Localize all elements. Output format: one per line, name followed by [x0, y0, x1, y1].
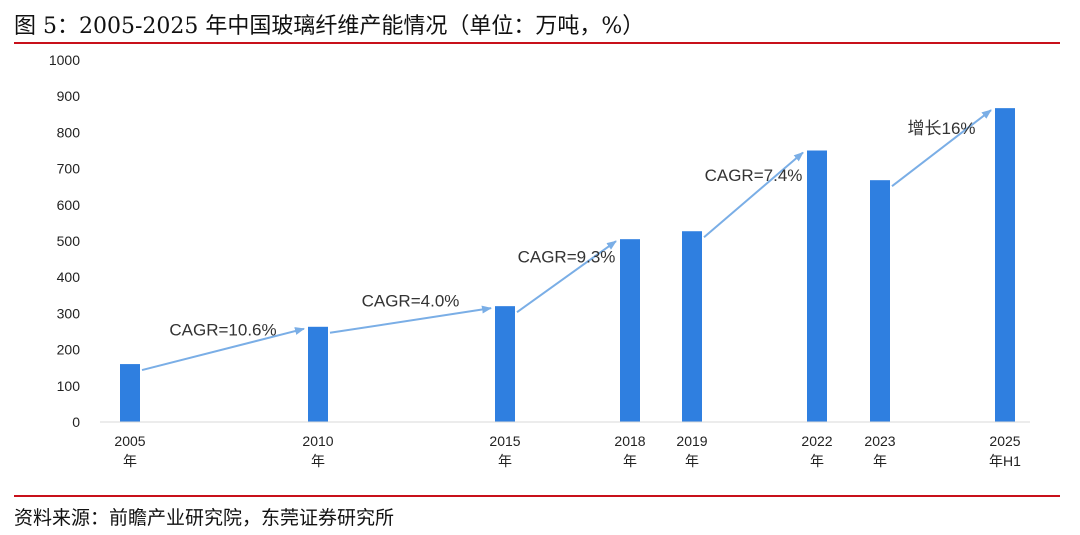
bar [495, 306, 515, 422]
y-tick-label: 900 [57, 88, 81, 104]
growth-arrow [891, 109, 992, 187]
x-tick-label-unit: 年H1 [989, 453, 1021, 469]
growth-arrow [329, 305, 492, 334]
x-tick-label-unit: 年 [810, 453, 824, 469]
growth-annotations: CAGR=10.6% CAGR=4.0% CAGR=9.3% CAGR=7.4% 增长1… [141, 109, 992, 372]
growth-arrow [703, 151, 804, 238]
y-tick-label: 1000 [49, 52, 80, 68]
figure-title: 图 5：2005-2025 年中国玻璃纤维产能情况（单位：万吨，%） [14, 14, 645, 39]
y-tick-label: 500 [57, 233, 81, 249]
x-axis: 2005 年 2010 年 2015 年 2018 年 2019 年 2022 年 2023 年 2025 年… [100, 421, 1030, 469]
x-tick-label: 2015 [489, 433, 520, 449]
bottom-divider [14, 495, 1060, 497]
x-tick-label-unit: 年 [311, 453, 325, 469]
growth-label: CAGR=4.0% [362, 291, 460, 310]
y-tick-label: 300 [57, 305, 81, 321]
y-axis: 0 100 200 300 400 500 600 700 800 900 1000 [49, 52, 80, 430]
x-tick-label: 2023 [864, 433, 895, 449]
bar [620, 239, 640, 422]
y-tick-label: 600 [57, 197, 81, 213]
x-tick-label-unit: 年 [623, 453, 637, 469]
x-tick-label: 2019 [676, 433, 707, 449]
bars [120, 108, 1015, 423]
growth-arrow [141, 327, 305, 372]
x-tick-label-unit: 年 [873, 453, 887, 469]
x-tick-label: 2018 [614, 433, 645, 449]
growth-label: CAGR=10.6% [169, 320, 276, 339]
growth-label: CAGR=7.4% [705, 166, 803, 185]
growth-arrow [516, 240, 617, 313]
x-tick-label: 2025 [989, 433, 1020, 449]
x-tick-label: 2010 [302, 433, 333, 449]
y-tick-label: 200 [57, 342, 81, 358]
x-tick-label-unit: 年 [498, 453, 512, 469]
y-tick-label: 0 [72, 414, 80, 430]
bar [870, 180, 890, 422]
x-tick-label: 2005 [114, 433, 145, 449]
growth-label: 增长16% [907, 119, 975, 138]
y-tick-label: 800 [57, 124, 81, 140]
top-divider [14, 42, 1060, 44]
y-tick-label: 400 [57, 269, 81, 285]
x-tick-label: 2022 [801, 433, 832, 449]
x-tick-label-unit: 年 [685, 453, 699, 469]
y-tick-label: 700 [57, 161, 81, 177]
bar [120, 364, 140, 422]
x-tick-label-unit: 年 [123, 453, 137, 469]
bar [807, 150, 827, 422]
bar [308, 326, 328, 422]
bar [682, 231, 702, 422]
y-tick-label: 100 [57, 378, 81, 394]
source-note: 资料来源：前瞻产业研究院，东莞证券研究所 [14, 507, 395, 529]
growth-label: CAGR=9.3% [518, 248, 616, 267]
bar [995, 108, 1015, 423]
